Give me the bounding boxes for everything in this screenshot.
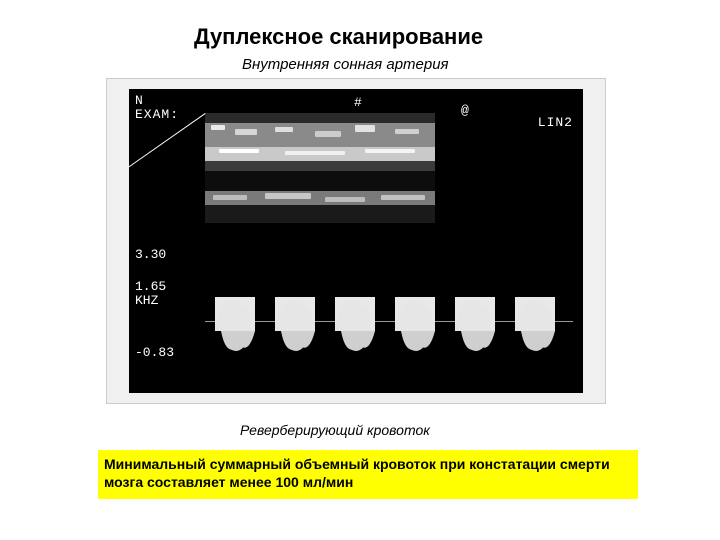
bmode-speckle	[355, 125, 375, 132]
bmode-speckle	[235, 129, 257, 135]
y-scale-label: -0.83	[135, 345, 174, 360]
slide-subtitle: Внутренняя сонная артерия	[242, 56, 449, 73]
spectral-pulse-down	[221, 331, 255, 353]
bmode-speckle	[285, 151, 345, 155]
spectral-pulse-up	[515, 297, 555, 331]
y-scale-label: KHZ	[135, 293, 158, 308]
spectral-pulse-up	[215, 297, 255, 331]
scan-label-hash: #	[354, 95, 363, 110]
highlight-text: Минимальный суммарный объемный кровоток …	[104, 456, 632, 491]
ultrasound-frame: N EXAM: # @ LIN2 3.30 1.65KHZ -0.83	[106, 78, 606, 404]
bmode-speckle	[315, 131, 341, 137]
scan-label-at: @	[461, 103, 470, 118]
bmode-speckle	[395, 129, 419, 134]
bmode-speckle	[365, 149, 415, 153]
bmode-speckle	[265, 193, 311, 199]
bmode-band	[205, 205, 435, 223]
spectral-pulse-up	[335, 297, 375, 331]
scan-label-exam: EXAM:	[135, 107, 179, 122]
spectral-pulse-down	[281, 331, 315, 353]
bmode-band	[205, 161, 435, 171]
scan-label-n: N	[135, 93, 144, 108]
spectral-pulse-up	[395, 297, 435, 331]
y-scale-label: 3.30	[135, 247, 166, 262]
ultrasound-screen: N EXAM: # @ LIN2 3.30 1.65KHZ -0.83	[129, 89, 583, 393]
spectral-pulse-up	[455, 297, 495, 331]
bmode-speckle	[381, 195, 425, 200]
bmode-speckle	[213, 195, 247, 200]
spectral-pulse-up	[275, 297, 315, 331]
spectral-pulse-down	[521, 331, 555, 353]
slide: Дуплексное сканирование Внутренняя сонна…	[0, 0, 720, 540]
doppler-sample-line	[129, 113, 206, 200]
scan-label-mode: LIN2	[538, 115, 573, 130]
slide-title: Дуплексное сканирование	[194, 24, 514, 49]
spectral-pulse-down	[401, 331, 435, 353]
scan-caption: Реверберирующий кровоток	[240, 422, 430, 438]
highlight-note: Минимальный суммарный объемный кровоток …	[98, 450, 638, 499]
bmode-speckle	[325, 197, 365, 202]
bmode-band	[205, 113, 435, 123]
bmode-band	[205, 171, 435, 191]
bmode-speckle	[219, 149, 259, 153]
spectral-pulse-down	[341, 331, 375, 353]
y-scale-label: 1.65	[135, 279, 166, 294]
spectral-doppler	[205, 289, 573, 373]
bmode-speckle	[211, 125, 225, 130]
bmode-speckle	[275, 127, 293, 132]
bmode-image	[205, 113, 435, 223]
spectral-pulse-down	[461, 331, 495, 353]
